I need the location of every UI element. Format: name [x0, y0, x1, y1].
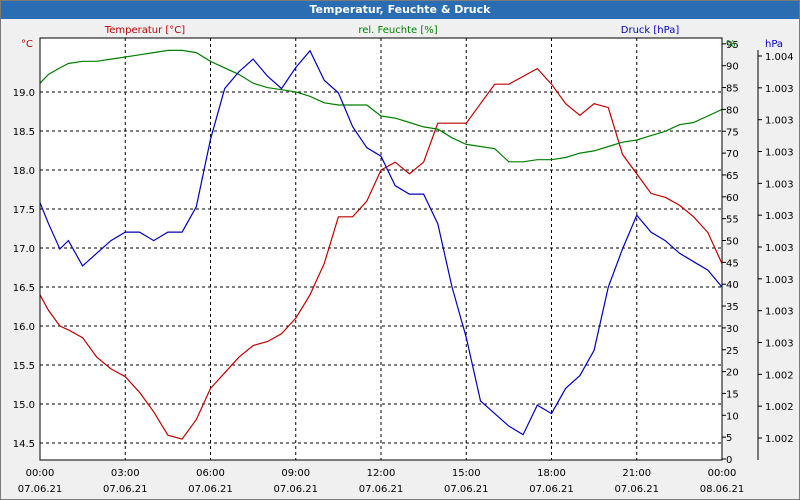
- pressure-tick-label: 1.003: [765, 307, 794, 318]
- pressure-tick-label: 1.003: [765, 84, 794, 95]
- x-tick-date: 08.06.21: [700, 484, 745, 495]
- temperature-axis-title: Temperatur [°C]: [104, 25, 185, 36]
- x-tick-time: 09:00: [281, 468, 310, 479]
- humidity-tick-label: 65: [726, 171, 739, 182]
- humidity-tick-label: 30: [726, 324, 739, 335]
- temperature-tick-label: 14.5: [13, 439, 35, 450]
- humidity-tick-label: 20: [726, 368, 739, 379]
- x-tick-time: 21:00: [622, 468, 651, 479]
- x-tick-time: 18:00: [537, 468, 566, 479]
- x-tick-time: 00:00: [26, 468, 55, 479]
- pressure-axis-title: Druck [hPa]: [621, 25, 680, 36]
- pressure-unit-label: hPa: [765, 39, 783, 50]
- pressure-tick-label: 1.003: [765, 339, 794, 350]
- humidity-tick-label: 25: [726, 346, 739, 357]
- temperature-tick-label: 18.0: [13, 166, 35, 177]
- x-tick-date: 07.06.21: [359, 484, 404, 495]
- grid: [40, 38, 722, 460]
- temperature-tick-label: 17.0: [13, 244, 35, 255]
- humidity-tick-label: 95: [726, 40, 739, 51]
- humidity-tick-label: 10: [726, 411, 739, 422]
- x-tick-date: 07.06.21: [273, 484, 318, 495]
- humidity-tick-label: 55: [726, 215, 739, 226]
- humidity-tick-label: 40: [726, 280, 739, 291]
- x-tick-date: 07.06.21: [18, 484, 63, 495]
- pressure-tick-label: 1.003: [765, 243, 794, 254]
- humidity-tick-label: 60: [726, 193, 739, 204]
- humidity-tick-label: 75: [726, 127, 739, 138]
- pressure-tick-label: 1.003: [765, 275, 794, 286]
- x-tick-date: 07.06.21: [529, 484, 574, 495]
- temperature-unit-label: °C: [21, 39, 33, 50]
- humidity-tick-label: 45: [726, 258, 739, 269]
- temperature-tick-label: 17.5: [13, 205, 35, 216]
- pressure-tick-label: 1.003: [765, 148, 794, 159]
- humidity-tick-label: 35: [726, 302, 739, 313]
- x-tick-time: 06:00: [196, 468, 225, 479]
- temperature-tick-label: 19.0: [13, 88, 35, 99]
- x-tick-date: 07.06.21: [103, 484, 148, 495]
- humidity-series-line: [39, 49, 723, 163]
- humidity-axis-title: rel. Feuchte [%]: [358, 25, 437, 36]
- x-tick-time: 15:00: [452, 468, 481, 479]
- window-title: Temperatur, Feuchte & Druck: [1, 1, 799, 19]
- x-tick-date: 07.06.21: [614, 484, 659, 495]
- pressure-tick-label: 1.003: [765, 179, 794, 190]
- humidity-tick-label: 0: [726, 455, 732, 466]
- pressure-series-line: [39, 49, 723, 436]
- x-tick-time: 00:00: [708, 468, 737, 479]
- pressure-tick-label: 1.003: [765, 211, 794, 222]
- pressure-tick-label: 1.002: [765, 402, 794, 413]
- humidity-tick-label: 50: [726, 237, 739, 248]
- plot-frame: [39, 37, 723, 461]
- temperature-tick-label: 18.5: [13, 127, 35, 138]
- temperature-tick-label: 16.0: [13, 322, 35, 333]
- tick-labels: 00:00 07.06.21 03:00 07.06.21 06:00 07.06.21 0…: [13, 40, 794, 495]
- pressure-tick-label: 1.002: [765, 434, 794, 445]
- x-tick-date: 07.06.21: [444, 484, 489, 495]
- pressure-tick-label: 1.002: [765, 370, 794, 381]
- humidity-tick-label: 70: [726, 149, 739, 160]
- temperature-tick-label: 15.0: [13, 400, 35, 411]
- x-tick-time: 03:00: [111, 468, 140, 479]
- temperature-tick-label: 16.5: [13, 283, 35, 294]
- humidity-tick-label: 5: [726, 433, 732, 444]
- humidity-tick-label: 85: [726, 84, 739, 95]
- humidity-tick-label: 80: [726, 105, 739, 116]
- pressure-tick-label: 1.003: [765, 116, 794, 127]
- humidity-tick-label: 90: [726, 62, 739, 73]
- series-layer: [39, 49, 723, 440]
- temperature-tick-label: 15.5: [13, 361, 35, 372]
- x-tick-time: 12:00: [367, 468, 396, 479]
- humidity-tick-label: 15: [726, 389, 739, 400]
- humidity-unit-label: %: [726, 39, 736, 50]
- x-tick-date: 07.06.21: [188, 484, 233, 495]
- temperature-series-line: [39, 67, 723, 440]
- pressure-tick-label: 1.004: [765, 52, 794, 63]
